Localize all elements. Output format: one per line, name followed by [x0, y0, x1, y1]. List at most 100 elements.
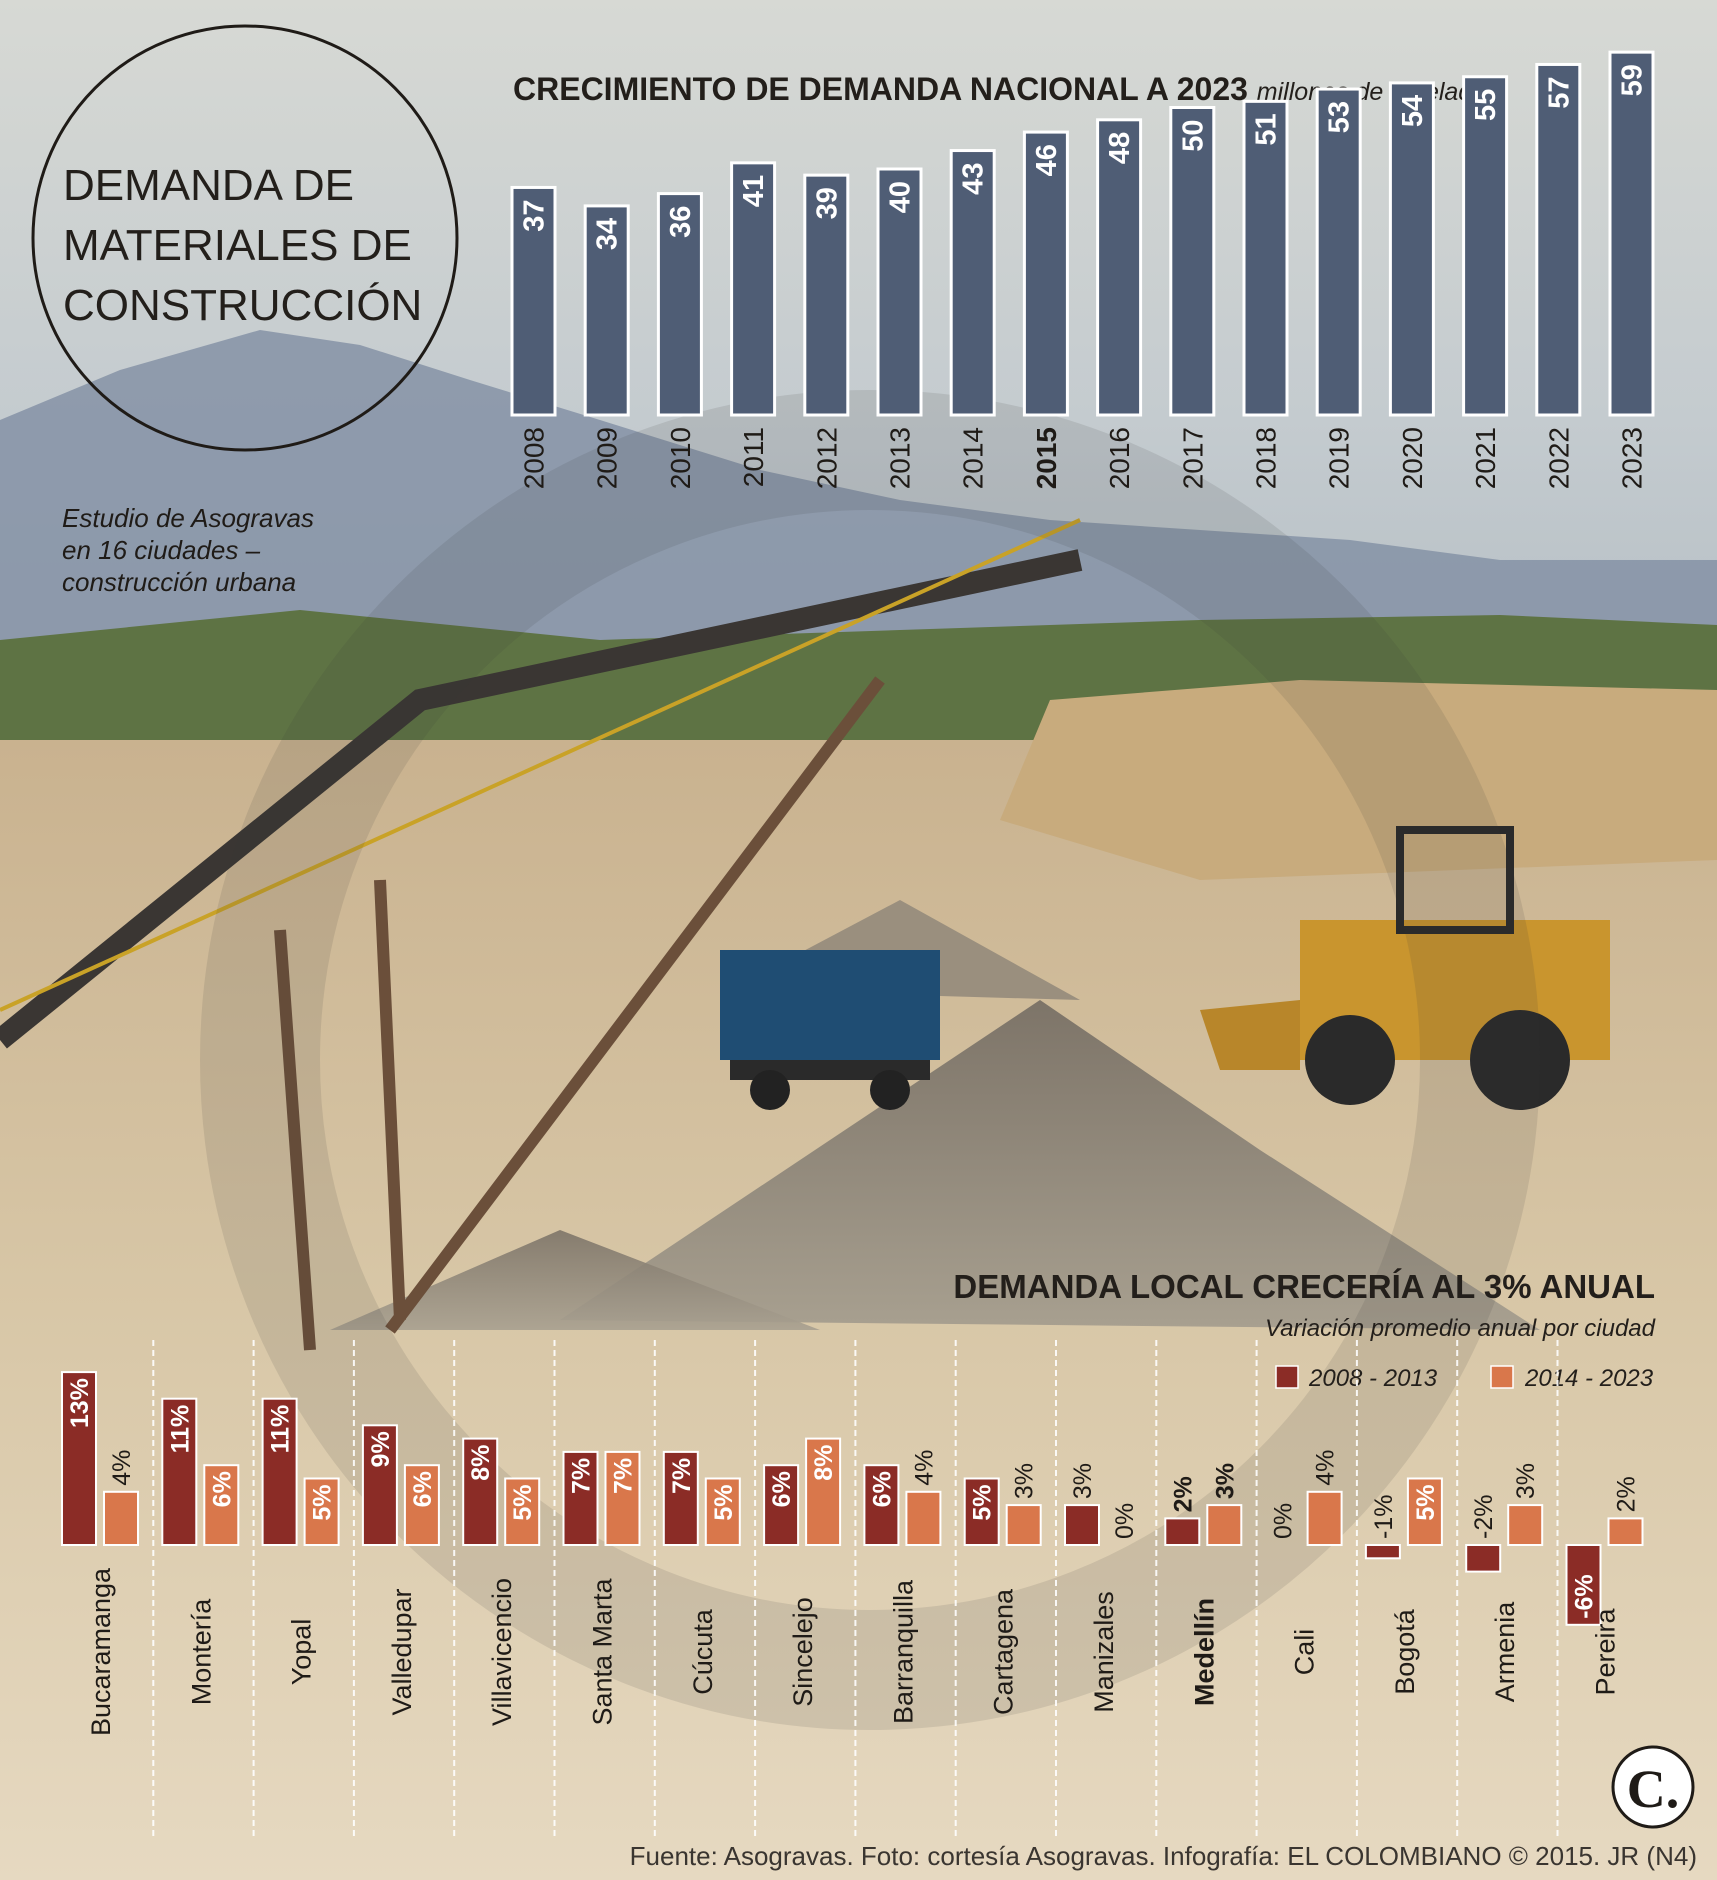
title-circle: DEMANDA DE MATERIALES DE CONSTRUCCIÓN [31, 24, 459, 452]
national-bar-2014 [949, 149, 996, 417]
city-bar-value-label: 4% [108, 1450, 136, 1486]
city-bar-value-label: 4% [910, 1450, 938, 1486]
city-bar-value-label: 3% [1069, 1463, 1097, 1499]
city-bar-value-label: 0% [1111, 1503, 1139, 1539]
city-bar-yopal-2014-2023 [303, 1477, 340, 1546]
legend-label-2014-2023: 2014 - 2023 [1524, 1365, 1654, 1392]
city-bar-villavicencio-2008-2013 [462, 1437, 499, 1546]
national-bar-2012 [803, 173, 850, 417]
city-bar-value-label: 7% [610, 1458, 638, 1494]
city-bar-value-label: 11% [166, 1405, 194, 1454]
national-bar-value-label: 34 [592, 218, 624, 250]
city-bar-value-label: 5% [969, 1485, 997, 1521]
city-bar-value-label: 8% [467, 1445, 495, 1481]
national-year-label: 2022 [1543, 427, 1574, 489]
national-chart-title: CRECIMIENTO DE DEMANDA NACIONAL A 2023 m… [513, 71, 1499, 107]
city-bar-sincelejo-2014-2023 [805, 1437, 842, 1546]
city-bar-value-label: -1% [1370, 1495, 1398, 1539]
national-year-label: 2023 [1617, 427, 1648, 489]
national-bar-value-label: 36 [665, 206, 697, 238]
city-label-cartagena: Cartagena [989, 1588, 1019, 1715]
city-bar-bogota-2014-2023 [1406, 1477, 1443, 1546]
footer-credits: Fuente: Asogravas. Foto: cortesía Asogra… [630, 1841, 1697, 1871]
loader-shape [1200, 826, 1610, 1110]
national-bar-2008 [510, 185, 557, 417]
local-bars: 13% 4% Bucaramanga 11% 6% Montería 11% 5% Yopal 9… [61, 1340, 1644, 1840]
city-bar-bucaramanga-2008-2013 [61, 1371, 97, 1546]
circle-title-line-1: DEMANDA DE [63, 161, 354, 210]
city-bar-value-label: 5% [309, 1485, 337, 1521]
city-bar-value-label: 2% [1613, 1476, 1641, 1512]
study-note-line-1: Estudio de Asogravas [62, 503, 314, 533]
city-label-cucuta: Cúcuta [688, 1608, 718, 1695]
city-bar-valledupar-2008-2013 [361, 1424, 398, 1547]
city-bar-monteria-2014-2023 [203, 1464, 240, 1546]
city-bar-value-label: 9% [367, 1431, 395, 1467]
city-label-bogota: Bogotá [1390, 1608, 1420, 1695]
truck-shape [720, 950, 940, 1110]
national-bar-2009 [583, 204, 630, 417]
city-bar-value-label: 11% [267, 1405, 295, 1454]
city-label-barranquilla: Barranquilla [888, 1579, 918, 1724]
city-bar-cartagena-2014-2023 [1005, 1504, 1042, 1546]
national-bar-value-label: 40 [885, 181, 917, 213]
national-bar-2017 [1169, 106, 1216, 417]
national-bar-2019 [1315, 87, 1362, 417]
city-bar-value-label: 2% [1169, 1476, 1197, 1512]
national-bar-2016 [1096, 118, 1143, 417]
city-label-pereira: Pereira [1591, 1608, 1621, 1696]
city-bar-valledupar-2014-2023 [403, 1464, 440, 1546]
city-label-armenia: Armenia [1490, 1601, 1520, 1703]
city-label-villavicencio: Villavicencio [487, 1578, 517, 1726]
city-bar-value-label: 5% [710, 1485, 738, 1521]
national-bar-2022 [1535, 62, 1582, 417]
city-bar-bucaramanga-2014-2023 [103, 1490, 139, 1547]
national-bar-2010 [656, 192, 703, 417]
city-bar-value-label: 6% [768, 1471, 796, 1507]
city-bar-pereira-2014-2023 [1607, 1517, 1644, 1547]
study-note-line-3: construcción urbana [62, 567, 296, 597]
national-bar-value-label: 43 [958, 163, 990, 195]
national-chart-title-text: CRECIMIENTO DE DEMANDA NACIONAL A 2023 [513, 71, 1248, 107]
city-bar-santa-marta-2014-2023 [604, 1450, 641, 1547]
national-bar-value-label: 54 [1397, 95, 1429, 127]
city-bar-value-label: -2% [1470, 1495, 1498, 1539]
city-bar-monteria-2008-2013 [161, 1397, 198, 1546]
city-label-monteria: Montería [186, 1598, 216, 1706]
national-bar-2023 [1608, 50, 1655, 417]
city-bar-cartagena-2008-2013 [963, 1477, 1000, 1546]
national-bar-2018 [1242, 99, 1289, 417]
city-bar-medellin-2008-2013 [1164, 1517, 1201, 1547]
city-bar-bogota-2008-2013 [1364, 1544, 1401, 1560]
city-label-medellin: Medellín [1189, 1598, 1219, 1706]
city-bar-value-label: 5% [509, 1485, 537, 1521]
city-label-cali: Cali [1290, 1629, 1320, 1676]
city-bar-value-label: 0% [1270, 1503, 1298, 1539]
city-bar-cucuta-2008-2013 [662, 1450, 699, 1547]
national-chart-unit: millones de toneladas [1257, 78, 1499, 106]
el-colombiano-logo: C. [1611, 1745, 1695, 1829]
national-bar-value-label: 37 [519, 199, 551, 231]
national-bar-2021 [1462, 75, 1509, 417]
city-bar-value-label: -6% [1571, 1574, 1599, 1618]
city-bar-yopal-2008-2013 [261, 1397, 298, 1546]
city-bar-pereira-2008-2013 [1565, 1544, 1602, 1626]
national-chart: CRECIMIENTO DE DEMANDA NACIONAL A 2023 m… [510, 50, 1655, 489]
study-note-line-2: en 16 ciudades – [62, 535, 261, 565]
national-bar-value-label: 39 [811, 187, 843, 219]
national-year-label: 2012 [811, 427, 842, 489]
national-year-label: 2014 [958, 427, 989, 489]
national-bar-value-label: 50 [1177, 120, 1209, 152]
city-label-manizales: Manizales [1089, 1591, 1119, 1713]
city-bar-manizales-2008-2013 [1064, 1504, 1100, 1546]
national-year-label: 2017 [1177, 427, 1208, 489]
city-bar-value-label: 6% [208, 1471, 236, 1507]
national-bars: 37 2008 34 2009 36 2010 41 2011 39 2012 40 2013 43 20… [510, 50, 1655, 489]
national-bar-2020 [1388, 81, 1435, 417]
city-bar-value-label: 3% [1011, 1463, 1039, 1499]
city-label-valledupar: Valledupar [387, 1588, 417, 1715]
city-bar-armenia-2008-2013 [1465, 1544, 1502, 1573]
legend-swatch-2008-2013 [1275, 1365, 1299, 1389]
